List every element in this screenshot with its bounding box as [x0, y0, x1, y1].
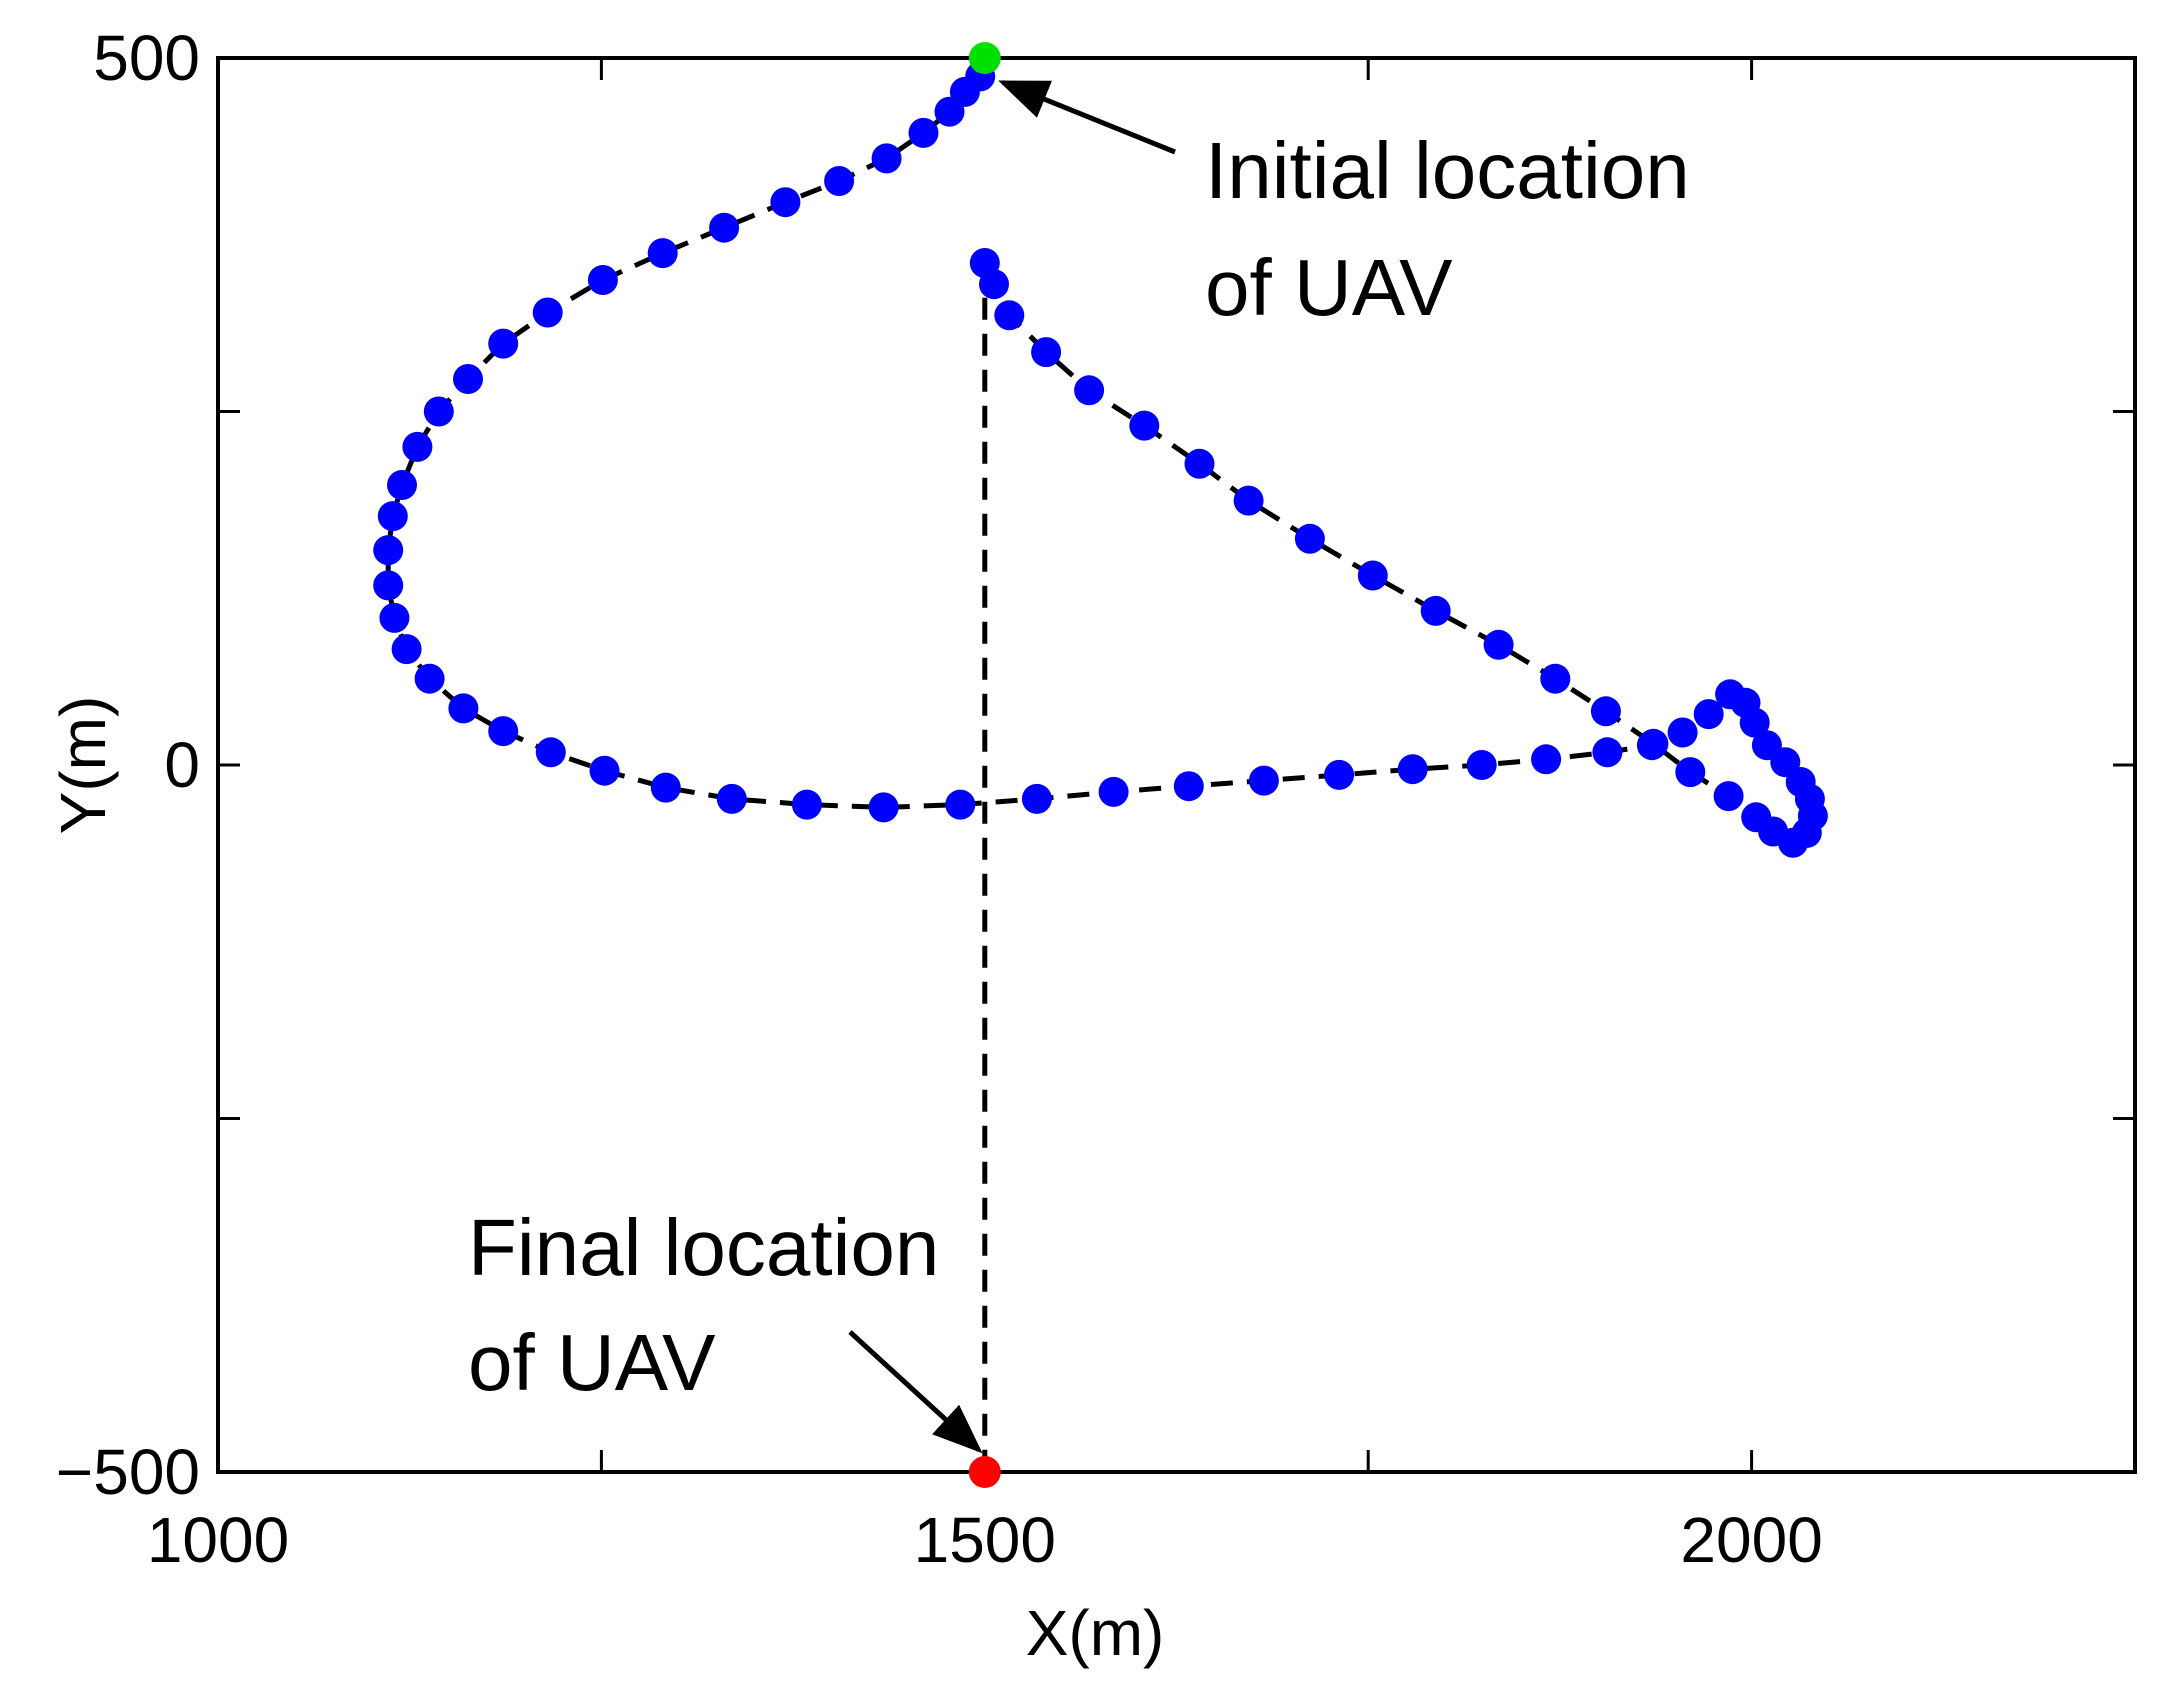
trajectory-point: [709, 212, 740, 243]
trajectory-point: [791, 789, 822, 820]
trajectory-point: [770, 187, 801, 218]
annotation-final-line-1: Final location: [468, 1203, 939, 1292]
trajectory-point: [373, 570, 404, 601]
trajectory-point: [945, 789, 976, 820]
trajectory-point: [1397, 754, 1428, 785]
trajectory-point: [1357, 560, 1388, 591]
x-tick-label: 1000: [147, 1504, 289, 1576]
trajectory-point: [1233, 485, 1264, 516]
trajectory-point: [716, 783, 747, 814]
trajectory-point: [994, 300, 1025, 331]
trajectory-point: [1021, 783, 1052, 814]
trajectory-point: [488, 328, 519, 359]
trajectory-point: [1294, 523, 1325, 554]
trajectory-point: [377, 501, 408, 532]
y-tick-label: 500: [93, 22, 200, 94]
y-tick-label: 0: [164, 729, 200, 801]
trajectory-point: [1713, 781, 1744, 812]
trajectory-point: [532, 297, 563, 328]
trajectory-point: [934, 96, 965, 127]
trajectory-point: [1739, 707, 1770, 738]
annotation-initial-line-1: Initial location: [1205, 126, 1690, 215]
trajectory-point: [1184, 448, 1215, 479]
annotation-initial-location: Initial location of UAV: [998, 80, 1690, 332]
x-tick-label: 2000: [1680, 1504, 1822, 1576]
y-tick-label: −500: [56, 1436, 200, 1508]
trajectory-point: [535, 737, 566, 768]
annotation-final-location: Final location of UAV: [468, 1203, 983, 1454]
trajectory-point: [379, 602, 410, 633]
trajectory-point: [1466, 750, 1497, 780]
trajectory-point: [1483, 629, 1514, 660]
trajectory-point: [488, 716, 519, 747]
x-axis-ticks: 1000 1500 2000: [147, 58, 2137, 1576]
trajectory-point: [824, 166, 855, 196]
trajectory-point: [1031, 337, 1062, 368]
y-axis-label: Y(m): [47, 696, 119, 835]
trajectory-point: [387, 470, 417, 500]
trajectory-point: [1667, 717, 1698, 748]
trajectory-point: [402, 431, 433, 462]
trajectory-point: [1324, 759, 1355, 790]
trajectory-points: [373, 61, 1828, 858]
annotation-initial-line-2: of UAV: [1205, 243, 1453, 332]
trajectory-point: [1173, 771, 1204, 802]
trajectory-point: [1540, 663, 1571, 694]
trajectory-point: [1693, 699, 1724, 730]
trajectory-point: [414, 663, 445, 694]
trajectory-point: [587, 265, 618, 295]
trajectory-point: [373, 535, 404, 566]
annotation-final-arrow: [848, 1330, 983, 1454]
trajectory-point: [1248, 765, 1279, 796]
trajectory-point: [448, 693, 479, 724]
end-point-marker: [968, 1456, 1001, 1488]
trajectory-point: [423, 396, 454, 427]
trajectory-point: [1098, 776, 1129, 807]
trajectory-point: [589, 755, 620, 786]
annotation-final-line-2: of UAV: [468, 1318, 716, 1407]
trajectory-point: [1129, 410, 1160, 441]
trajectory-point: [868, 792, 899, 823]
trajectory-point: [650, 772, 681, 803]
trajectory-point: [908, 117, 939, 148]
trajectory-point: [1741, 802, 1772, 833]
trajectory-point: [647, 238, 678, 269]
x-axis-label: X(m): [1026, 1597, 1165, 1669]
trajectory-point: [1675, 757, 1706, 788]
trajectory-point: [1074, 375, 1105, 406]
trajectory-point: [1592, 737, 1623, 768]
x-tick-label: 1500: [914, 1504, 1056, 1576]
trajectory-point: [1638, 728, 1669, 759]
y-axis-ticks: −500 0 500: [56, 22, 2135, 1508]
annotation-initial-arrow: [998, 80, 1176, 155]
trajectory-point: [453, 364, 483, 394]
trajectory-point: [1531, 744, 1562, 775]
trajectory-point: [1590, 696, 1621, 727]
trajectory-point: [1420, 595, 1451, 626]
trajectory-point: [871, 143, 902, 174]
trajectory-point: [391, 634, 422, 665]
trajectory-point: [969, 248, 1000, 278]
start-point-marker: [968, 42, 1001, 74]
